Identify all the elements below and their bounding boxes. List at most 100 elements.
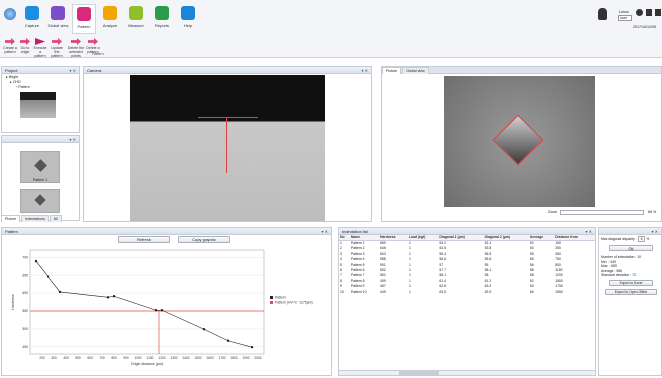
ribbon-tab-analyze[interactable]: Analyze [98, 4, 122, 34]
settings-icon[interactable] [636, 9, 643, 16]
ribbon-button-4[interactable]: Update the pattern [50, 38, 64, 58]
ribbon-button-3[interactable]: Execute a pattern [33, 38, 47, 58]
left-tabstrip: Picture Indentations All [1, 215, 63, 222]
tab-indentations[interactable]: Indentations [21, 215, 49, 222]
table-cell: 63.2 [484, 284, 492, 289]
refresh-button[interactable]: Refresh [118, 236, 170, 243]
tree-item-pattern[interactable]: ▫ Pattern [16, 85, 30, 89]
table-cell: 552 [380, 268, 386, 273]
ribbon-tab-eye[interactable]: Global view [46, 4, 70, 34]
table-cell: 1150 [555, 268, 563, 273]
pattern-thumbnail-1[interactable]: Pattern 1 [20, 151, 60, 183]
ribbon-button-2[interactable]: Go to origin [18, 38, 32, 54]
table-cell: 2 [340, 246, 342, 251]
copy-graphic-button[interactable]: Copy graphic [178, 236, 230, 243]
ribbon-tab-pattern[interactable]: Pattern [72, 4, 96, 34]
panel-controls-icon[interactable]: ▾ ✕ [321, 229, 328, 234]
picture-image[interactable] [444, 76, 595, 207]
data-point [106, 296, 110, 299]
project-thumbnail[interactable] [20, 92, 56, 118]
column-header[interactable]: Hardness [379, 235, 408, 241]
legend-label: Pattern (HV=0 : 1175µm) [275, 300, 313, 304]
project-panel: Project ▾ ✕ ▸ Bright ▸ CHD ▫ Pattern [1, 66, 80, 133]
user-role-select[interactable]: user [618, 15, 632, 21]
panel-controls-icon[interactable]: ▾ ✕ [585, 229, 592, 234]
table-cell: 62.8 [439, 284, 447, 289]
ribbon-tab-camera[interactable]: Capture [20, 4, 44, 34]
measure-line-horizontal [198, 117, 258, 118]
x-tick-label: 1000 [134, 356, 141, 360]
column-header[interactable]: Diagonal 2 (µm) [483, 235, 529, 241]
ribbon-tab-ruler[interactable]: Measure [124, 4, 148, 34]
column-header[interactable]: Name [349, 235, 380, 241]
column-header[interactable]: Distance from [554, 235, 595, 241]
tab-picture[interactable]: Picture [1, 215, 21, 222]
stats-panel: ▾ ✕ Max diagonal disparity : 5 % Ok Numb… [598, 227, 662, 376]
camera-panel: Camera ▾ ✕ [83, 66, 372, 222]
export-open-office-button[interactable]: Export to Open Office [605, 289, 657, 295]
table-row[interactable]: 5 Pattern 5 591 1 57 55 56 800 [339, 262, 595, 267]
x-tick-label: 800 [111, 356, 117, 360]
tab-picture-view[interactable]: Picture [382, 67, 402, 74]
stat-line: Average : 586 [601, 268, 623, 273]
column-header[interactable]: Diagonal 1 (µm) [438, 235, 484, 241]
panel-controls-icon[interactable]: ▾ ✕ [651, 229, 658, 234]
table-cell: 55.4 [439, 251, 447, 256]
table-row[interactable]: 7 Pattern 7 552 1 58.1 58 58 1200 [339, 273, 595, 278]
ribbon-button-1[interactable]: Create a pattern [3, 38, 17, 54]
table-row[interactable]: 10 Pattern 10 449 1 63.5 63.9 66 1950 [339, 289, 595, 294]
tab-global-view[interactable]: Global view [402, 67, 429, 74]
ok-button[interactable]: Ok [609, 245, 653, 251]
disparity-value[interactable]: 5 [637, 236, 646, 242]
ribbon-tab-label: Global view [47, 23, 69, 28]
x-tick-label: 300 [51, 356, 57, 360]
table-row[interactable]: 4 Pattern 4 588 1 56.6 55.8 56 750 [339, 257, 595, 262]
table-cell: 58.1 [439, 273, 447, 278]
x-tick-label: 1900 [242, 356, 249, 360]
stat-line: Number of indentation : 10 [601, 255, 641, 259]
table-row[interactable]: 9 Pattern 9 467 1 62.8 63.2 63 1750 [339, 284, 595, 289]
x-tick-label: 1200 [158, 356, 165, 360]
exit-icon[interactable] [655, 9, 661, 16]
zoom-slider[interactable] [560, 210, 644, 215]
tab-all[interactable]: All [49, 215, 62, 222]
pattern-thumbnail-2[interactable] [20, 189, 60, 213]
panel-controls-icon[interactable]: ▾ ✕ [69, 68, 76, 73]
tree-item-chd[interactable]: ▸ CHD [10, 80, 21, 84]
column-header[interactable]: Load (kgf) [407, 235, 439, 241]
lightbulb-icon[interactable] [598, 8, 607, 20]
ribbon-button-label: Execute a pattern [33, 46, 47, 58]
export-excel-button[interactable]: Export to Excel [609, 280, 653, 286]
tree-item-bright[interactable]: ▸ Bright [6, 75, 19, 79]
ribbon-button-6[interactable]: Delete a pattern [86, 38, 100, 54]
indentation-panel-title: Indentation list ▾ ✕ [339, 228, 595, 235]
arrow-icon [5, 38, 15, 45]
horizontal-scrollbar[interactable] [339, 370, 595, 375]
camera-image[interactable] [130, 75, 325, 221]
table-row[interactable]: 1 Pattern 1 689 1 53.2 52.1 52 150 [339, 240, 595, 245]
panel-controls-icon[interactable]: ▾ ✕ [361, 68, 368, 73]
column-header[interactable]: Average [528, 235, 555, 241]
save-icon[interactable] [646, 9, 652, 16]
ribbon-button-5[interactable]: Delete the selected points [66, 38, 86, 58]
table-row[interactable]: 6 Pattern 6 552 1 57.7 58.1 58 1150 [339, 267, 595, 272]
table-cell: 58 [529, 268, 534, 273]
table-cell: 55 [529, 251, 534, 256]
table-row[interactable]: 8 Pattern 8 499 1 61.4 61.2 62 1550 [339, 278, 595, 283]
ribbon-tab-label: Pattern [77, 24, 91, 29]
ribbon-tab-report[interactable]: Reports [150, 4, 174, 34]
indentation-table: No Name Hardness Load (kgf) Diagonal 1 (µm) D… [339, 235, 595, 294]
picture-panel: Picture Global view Zoom 66 % [381, 66, 662, 222]
column-header[interactable]: No [339, 235, 350, 241]
ribbon-button-label: Create a pattern [3, 46, 17, 54]
table-row[interactable]: 3 Pattern 3 603 1 55.4 55.5 55 350 [339, 251, 595, 256]
table-cell: 52.1 [484, 241, 492, 246]
table-cell: Pattern 1 [350, 241, 365, 246]
panel-controls-icon[interactable]: ▾ ✕ [69, 137, 76, 142]
table-row[interactable]: 2 Pattern 2 646 1 53.5 53.8 54 250 [339, 246, 595, 251]
stat-line: Min. : 449 [601, 259, 616, 264]
ribbon-tab-help[interactable]: Help [176, 4, 200, 34]
app-logo[interactable] [4, 8, 16, 20]
x-tick-label: 1600 [206, 356, 213, 360]
ruler-icon [129, 6, 143, 20]
